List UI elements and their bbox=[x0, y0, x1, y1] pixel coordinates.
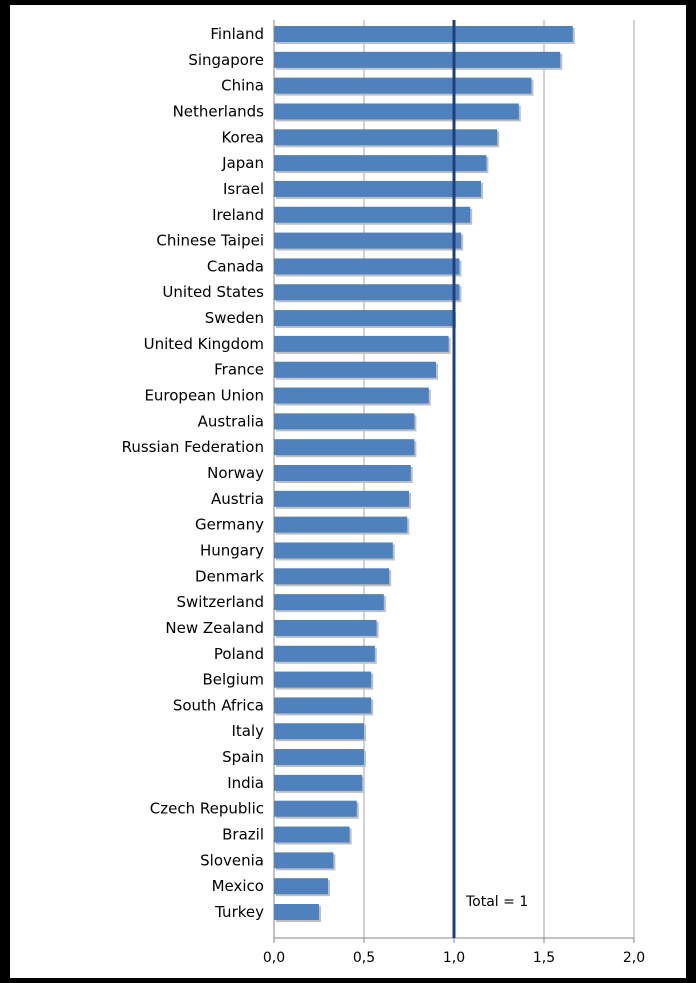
category-label: Mexico bbox=[212, 877, 264, 895]
bar bbox=[274, 516, 408, 533]
bar bbox=[274, 490, 409, 507]
bar bbox=[274, 439, 415, 456]
category-label: Italy bbox=[231, 722, 264, 740]
bar bbox=[274, 206, 471, 223]
bar bbox=[274, 542, 393, 559]
category-label: Spain bbox=[222, 748, 264, 766]
bar bbox=[274, 51, 561, 68]
category-label: Turkey bbox=[214, 903, 264, 921]
bar bbox=[274, 671, 372, 688]
category-label: Sweden bbox=[205, 309, 264, 327]
bar bbox=[274, 619, 377, 636]
bar bbox=[274, 645, 375, 662]
bar bbox=[274, 258, 460, 275]
x-tick-label: 1,5 bbox=[533, 950, 555, 966]
chart-frame: Finland Singapore China Netherlands Korea Jap… bbox=[10, 5, 686, 978]
category-label: Brazil bbox=[222, 826, 264, 844]
category-label: Belgium bbox=[203, 671, 265, 689]
category-label: South Africa bbox=[173, 696, 264, 714]
category-label: Austria bbox=[211, 490, 264, 508]
category-label: Poland bbox=[214, 645, 264, 663]
category-label: Hungary bbox=[200, 541, 264, 559]
bar bbox=[274, 878, 328, 895]
category-label: France bbox=[214, 361, 264, 379]
bar bbox=[274, 155, 487, 172]
category-label: Netherlands bbox=[173, 102, 265, 120]
bar bbox=[274, 826, 350, 843]
bar bbox=[274, 904, 319, 920]
category-label: China bbox=[221, 77, 264, 95]
category-label: Norway bbox=[207, 464, 264, 482]
category-label: New Zealand bbox=[165, 619, 264, 637]
bar bbox=[274, 387, 429, 404]
bar bbox=[274, 284, 460, 301]
bar-chart: Finland Singapore China Netherlands Korea Jap… bbox=[122, 20, 645, 966]
category-label: Canada bbox=[207, 257, 264, 275]
category-label: United States bbox=[162, 283, 264, 301]
category-label: Slovenia bbox=[200, 851, 264, 869]
category-label: Chinese Taipei bbox=[156, 232, 264, 250]
category-label: Australia bbox=[198, 412, 264, 430]
category-label: Ireland bbox=[212, 206, 264, 224]
category-label: India bbox=[227, 774, 264, 792]
bar bbox=[274, 800, 357, 817]
bar bbox=[274, 232, 462, 249]
bar bbox=[274, 77, 532, 94]
category-label: European Union bbox=[144, 387, 264, 405]
bar bbox=[274, 413, 415, 430]
category-label: Germany bbox=[195, 516, 264, 534]
category-label: Czech Republic bbox=[150, 800, 264, 818]
category-label: Switzerland bbox=[177, 593, 265, 611]
bar bbox=[274, 852, 334, 869]
x-tick-label: 1,0 bbox=[443, 950, 465, 966]
bar bbox=[274, 26, 573, 42]
x-tick-label: 0,5 bbox=[353, 950, 375, 966]
category-label: Korea bbox=[221, 128, 264, 146]
category-label: Singapore bbox=[188, 51, 264, 69]
bar bbox=[274, 310, 454, 327]
category-label: Israel bbox=[223, 180, 264, 198]
bar bbox=[274, 723, 364, 740]
bar bbox=[274, 774, 363, 791]
bar bbox=[274, 180, 481, 197]
x-tick-label: 2,0 bbox=[623, 950, 645, 966]
bar bbox=[274, 568, 390, 585]
bar bbox=[274, 465, 411, 481]
category-label: Russian Federation bbox=[122, 438, 264, 456]
bar bbox=[274, 361, 436, 378]
category-label: Finland bbox=[210, 25, 264, 43]
category-label: Japan bbox=[221, 154, 264, 172]
bar bbox=[274, 103, 519, 120]
category-label: Denmark bbox=[195, 567, 264, 585]
bar bbox=[274, 749, 364, 766]
reference-line-label: Total = 1 bbox=[465, 894, 528, 910]
category-label: United Kingdom bbox=[144, 335, 264, 353]
bar bbox=[274, 594, 384, 611]
bar bbox=[274, 129, 498, 146]
x-tick-label: 0,0 bbox=[263, 950, 285, 966]
bar bbox=[274, 697, 372, 714]
bar bbox=[274, 335, 449, 352]
